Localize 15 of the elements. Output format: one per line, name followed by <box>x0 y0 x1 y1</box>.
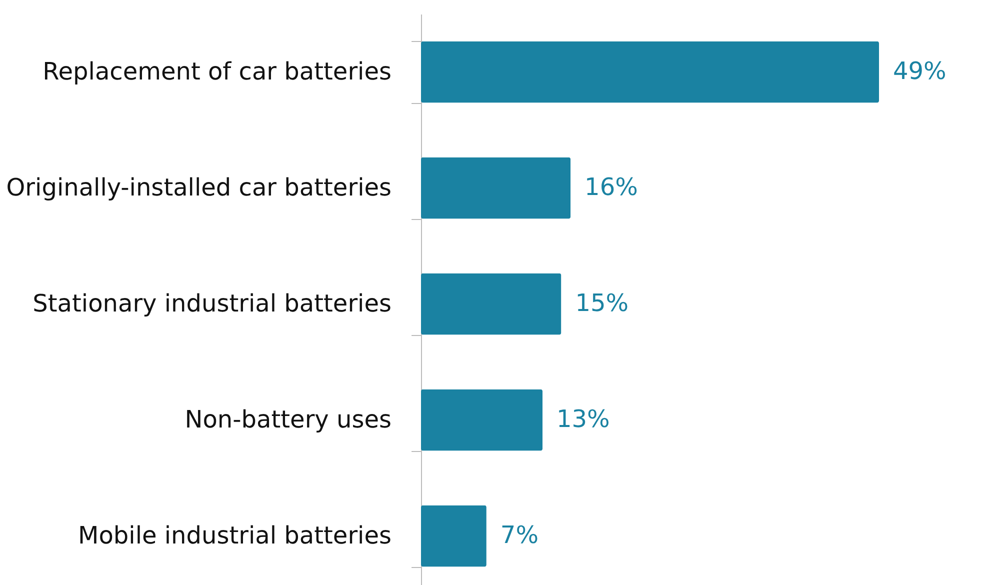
bar <box>421 157 571 219</box>
data-label: 16% <box>584 173 638 201</box>
y-tick-label: Non-battery uses <box>184 406 392 434</box>
y-tick-label: Originally-installed car batteries <box>6 174 392 202</box>
bar <box>421 389 543 451</box>
bar <box>421 505 486 567</box>
y-tick-label: Stationary industrial batteries <box>32 290 392 318</box>
bar <box>421 273 562 335</box>
data-label: 7% <box>500 521 539 549</box>
data-label: 15% <box>575 289 629 317</box>
y-tick-label: Mobile industrial batteries <box>78 522 392 550</box>
data-label: 13% <box>556 405 610 433</box>
data-label: 49% <box>893 57 946 85</box>
y-tick-label: Replacement of car batteries <box>42 58 392 86</box>
bar <box>421 41 879 103</box>
